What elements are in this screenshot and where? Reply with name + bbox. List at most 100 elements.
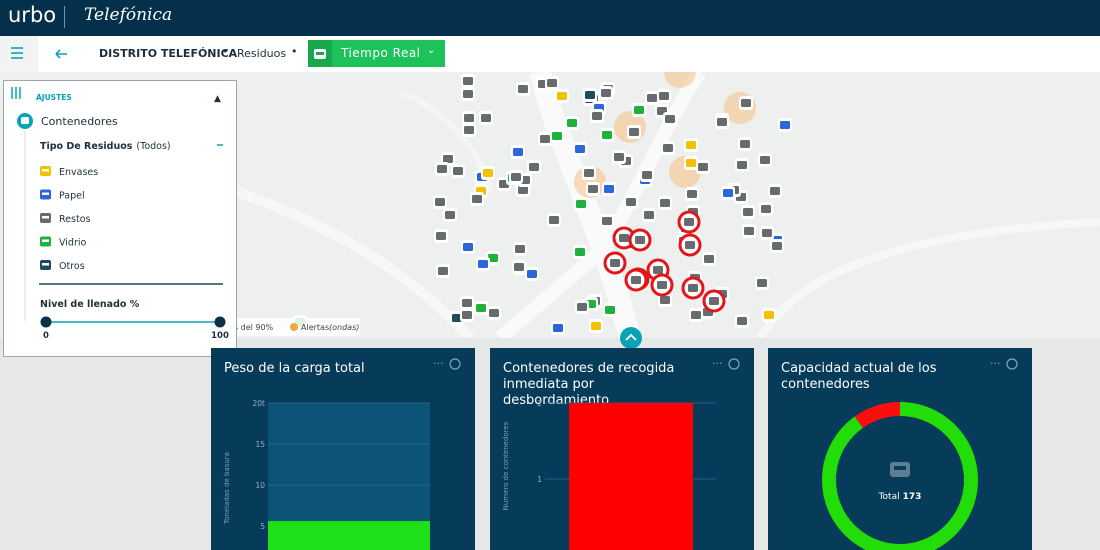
container-marker[interactable] — [640, 168, 654, 182]
container-marker[interactable] — [516, 82, 530, 96]
container-marker[interactable] — [509, 170, 523, 184]
container-marker[interactable] — [513, 242, 527, 256]
type-name[interactable]: Vidrio — [59, 238, 87, 249]
widget-clock[interactable] — [449, 358, 461, 370]
container-marker[interactable] — [663, 112, 677, 126]
container-marker[interactable] — [658, 293, 672, 307]
container-marker[interactable] — [684, 156, 698, 170]
container-marker[interactable] — [527, 160, 541, 174]
container-marker[interactable] — [642, 208, 656, 222]
widget-clock[interactable] — [1006, 358, 1018, 370]
container-marker[interactable] — [758, 153, 772, 167]
widget-menu[interactable]: ··· — [990, 357, 1001, 370]
container-marker[interactable] — [574, 197, 588, 211]
container-marker[interactable] — [443, 208, 457, 222]
type-name[interactable]: Papel — [59, 191, 85, 202]
widget-clock[interactable] — [728, 358, 740, 370]
container-marker[interactable] — [685, 187, 699, 201]
container-marker[interactable] — [590, 109, 604, 123]
container-marker[interactable] — [778, 118, 792, 132]
container-marker[interactable] — [474, 301, 488, 315]
container-marker[interactable] — [762, 308, 776, 322]
container-marker[interactable] — [538, 132, 552, 146]
container-marker[interactable] — [575, 300, 589, 314]
container-marker[interactable] — [768, 184, 782, 198]
container-marker[interactable] — [462, 111, 476, 125]
container-marker[interactable] — [738, 137, 752, 151]
container-marker[interactable] — [658, 196, 672, 210]
container-marker[interactable] — [735, 314, 749, 328]
container-marker[interactable] — [512, 260, 526, 274]
container-marker[interactable] — [739, 96, 753, 110]
container-marker[interactable] — [433, 195, 447, 209]
container-marker[interactable] — [479, 111, 493, 125]
container-marker[interactable] — [586, 182, 600, 196]
container-marker[interactable] — [603, 303, 617, 317]
container-marker[interactable] — [545, 76, 559, 90]
container-marker[interactable] — [661, 141, 675, 155]
container-marker[interactable] — [462, 123, 476, 137]
container-marker[interactable] — [612, 150, 626, 164]
container-marker[interactable] — [573, 142, 587, 156]
container-marker[interactable] — [487, 306, 501, 320]
breadcrumb[interactable]: Residuos — [237, 47, 287, 60]
container-marker[interactable] — [715, 115, 729, 129]
collapse-button[interactable] — [619, 326, 643, 350]
container-marker[interactable] — [741, 205, 755, 219]
container-marker[interactable] — [689, 308, 703, 322]
breadcrumb[interactable]: DISTRITO TELEFÓNICA — [99, 47, 238, 60]
container-marker[interactable] — [525, 267, 539, 281]
mode-button[interactable]: Tiempo Real ⌄ — [308, 40, 445, 67]
container-marker[interactable] — [755, 276, 769, 290]
container-marker[interactable] — [436, 264, 450, 278]
menu-button[interactable] — [0, 36, 38, 72]
back-button[interactable] — [52, 44, 72, 64]
container-marker[interactable] — [599, 86, 613, 100]
container-marker[interactable] — [589, 319, 603, 333]
container-marker[interactable] — [702, 252, 716, 266]
container-marker[interactable] — [657, 89, 671, 103]
widget-menu[interactable]: ··· — [433, 357, 444, 370]
container-marker[interactable] — [602, 182, 616, 196]
slider-knob[interactable] — [40, 316, 52, 328]
container-marker[interactable] — [461, 74, 475, 88]
container-marker[interactable] — [583, 88, 597, 102]
container-marker[interactable] — [565, 116, 579, 130]
container-marker[interactable] — [645, 91, 659, 105]
container-marker[interactable] — [555, 89, 569, 103]
container-marker[interactable] — [470, 192, 484, 206]
container-marker[interactable] — [451, 164, 465, 178]
container-marker[interactable] — [434, 229, 448, 243]
type-name[interactable]: Envases — [59, 167, 98, 178]
container-marker[interactable] — [696, 160, 710, 174]
type-name[interactable]: Otros — [59, 261, 85, 272]
container-marker[interactable] — [435, 162, 449, 176]
container-marker[interactable] — [735, 158, 749, 172]
container-marker[interactable] — [461, 240, 475, 254]
container-marker[interactable] — [760, 226, 774, 240]
container-marker[interactable] — [632, 103, 646, 117]
container-marker[interactable] — [684, 138, 698, 152]
container-marker[interactable] — [600, 214, 614, 228]
container-marker[interactable] — [573, 245, 587, 259]
container-marker[interactable] — [627, 125, 641, 139]
container-marker[interactable] — [460, 296, 474, 310]
container-marker[interactable] — [547, 213, 561, 227]
container-marker[interactable] — [770, 239, 784, 253]
container-marker[interactable] — [476, 257, 490, 271]
type-name[interactable]: Restos — [59, 214, 91, 225]
container-marker[interactable] — [551, 321, 565, 335]
container-marker[interactable] — [742, 224, 756, 238]
widget-menu[interactable]: ··· — [712, 357, 723, 370]
container-marker[interactable] — [721, 186, 735, 200]
container-marker[interactable] — [550, 129, 564, 143]
container-marker[interactable] — [460, 308, 474, 322]
container-marker[interactable] — [600, 128, 614, 142]
slider-knob[interactable] — [214, 316, 226, 328]
collapse-caret[interactable]: ▲ — [214, 94, 221, 104]
container-marker[interactable] — [582, 166, 596, 180]
container-marker[interactable] — [624, 195, 638, 209]
container-marker[interactable] — [759, 202, 773, 216]
container-marker[interactable] — [511, 145, 525, 159]
container-marker[interactable] — [481, 166, 495, 180]
